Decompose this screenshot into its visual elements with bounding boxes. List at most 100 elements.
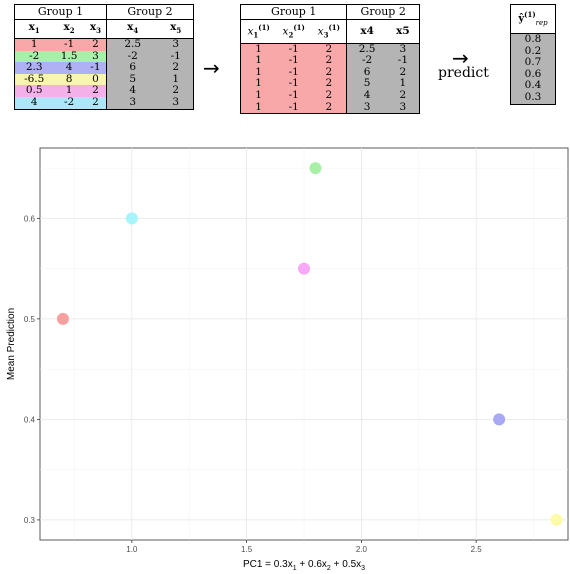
table-cell: 0.5 (14, 85, 54, 98)
group1-header: Group 1 (14, 4, 107, 20)
data-point (309, 162, 322, 175)
table-cell: 3 (84, 50, 107, 63)
table-cell: 1 (240, 101, 277, 114)
table-cell: -1 (276, 66, 312, 79)
x-tick-label: 2.0 (356, 545, 368, 554)
table-cell: 2 (311, 66, 347, 79)
prediction-value: 0.6 (510, 68, 556, 81)
table-cell: 3 (386, 101, 420, 114)
y-tick-label: 0.3 (24, 516, 36, 525)
table-cell: -2 (346, 55, 387, 67)
table-cell: 2.3 (14, 62, 54, 74)
table-row: 1 -1 2 3 3 (240, 101, 420, 114)
table-row: -2 1.5 3 -2 -1 (14, 50, 194, 63)
table-row: 2.3 4 -1 6 2 (14, 62, 194, 74)
table-cell: -1 (53, 38, 85, 51)
x-tick-label: 2.5 (471, 545, 483, 554)
data-point (493, 413, 506, 426)
column-header: x4 (106, 19, 159, 40)
data-point (298, 262, 310, 275)
table-cell: -1 (276, 78, 312, 90)
table-cell: 3 (106, 96, 159, 110)
prediction-value: 0.4 (510, 80, 556, 92)
table-cell: 5 (346, 78, 387, 90)
table-cell: -1 (276, 43, 312, 56)
table-cell: 3 (386, 43, 420, 56)
table-cell: -1 (84, 62, 107, 74)
table-cell: 1 (240, 66, 277, 79)
table-row: 1 -1 2 -2 -1 (240, 55, 420, 67)
group2-header: Group 2 (106, 4, 194, 20)
table-row: 1 -1 2 4 2 (240, 89, 420, 102)
table-cell: 5 (106, 73, 159, 86)
y-tick-label: 0.6 (24, 214, 36, 223)
table-cell: 4 (14, 96, 54, 110)
table-cell: 2 (84, 96, 107, 110)
predict-label: predict (438, 65, 489, 81)
prediction-header: ŷ(1)rep (510, 4, 556, 34)
table-cell: 4 (106, 85, 159, 98)
group1-header: Group 1 (240, 4, 347, 20)
table-cell: -6.5 (14, 73, 54, 86)
table-cell: 0 (84, 73, 107, 86)
table-cell: 2 (386, 89, 420, 102)
replicated-data-table: Group 1 Group 2 x1(1) x2(1) x3(1) x4 x5 … (240, 4, 420, 115)
y-tick-label: 0.4 (24, 415, 36, 424)
table-cell: 2 (84, 38, 107, 51)
group2-header: Group 2 (346, 4, 420, 20)
table-cell: -2 (53, 96, 85, 110)
table-cell: 1 (158, 73, 194, 86)
table-cell: 1 (240, 43, 277, 56)
column-header: x2(1) (276, 19, 312, 44)
column-header: x1(1) (240, 19, 277, 44)
table-cell: 4 (53, 62, 85, 74)
data-point (125, 212, 138, 225)
table-row: -6.5 8 0 5 1 (14, 73, 194, 86)
x-tick-label: 1.0 (126, 545, 138, 554)
table-cell: -1 (276, 101, 312, 114)
table-cell: 2 (311, 89, 347, 102)
y-tick-label: 0.5 (24, 315, 36, 324)
table-cell: -1 (158, 50, 194, 63)
arrow-right: → (452, 46, 469, 70)
table-cell: 3 (158, 96, 194, 110)
table-cell: 1 (240, 89, 277, 102)
table-cell: 3 (346, 101, 387, 114)
table-row: 1 -1 2 2.5 3 (14, 38, 194, 51)
table-cell: -2 (106, 50, 159, 63)
prediction-value: 0.2 (510, 45, 556, 58)
table-cell: 1 (240, 78, 277, 90)
table-row: 0.5 1 2 4 2 (14, 85, 194, 98)
table-cell: 1.5 (53, 50, 85, 63)
table-cell: 2 (158, 85, 194, 98)
y-axis-label: Mean Prediction (6, 308, 17, 380)
column-header: x4 (346, 19, 387, 44)
table-row: 4 -2 2 3 3 (14, 96, 194, 110)
table-cell: 6 (346, 66, 387, 79)
column-header: x3(1) (311, 19, 347, 44)
table-cell: 4 (346, 89, 387, 102)
original-data-table: Group 1 Group 2 x1 x2 x3 x4 x5 1 -1 2 2.… (14, 4, 194, 110)
table-cell: -1 (386, 55, 420, 67)
prediction-value: 0.7 (510, 57, 556, 69)
column-header: x3 (84, 19, 107, 40)
table-cell: 1 (386, 78, 420, 90)
table-row: 1 -1 2 6 2 (240, 66, 420, 79)
table-cell: 1 (53, 85, 85, 98)
table-cell: 2.5 (106, 38, 159, 51)
column-header: x2 (53, 19, 85, 40)
table-cell: -1 (276, 55, 312, 67)
table-cell: 2 (311, 101, 347, 114)
table-row: 1 -1 2 2.5 3 (240, 43, 420, 56)
table-cell: 2 (311, 78, 347, 90)
x-tick-label: 1.5 (241, 545, 253, 554)
x-axis-ticks: 1.0 1.5 2.0 2.5 (126, 540, 482, 554)
table-cell: 8 (53, 73, 85, 86)
prediction-value: 0.3 (510, 91, 556, 105)
table-cell: 2.5 (346, 43, 387, 56)
table-cell: -2 (14, 50, 54, 63)
column-header: x5 (158, 19, 194, 40)
prediction-table: ŷ(1)rep 0.8 0.2 0.7 0.6 0.4 0.3 (510, 4, 556, 105)
table-cell: -1 (276, 89, 312, 102)
table-cell: 1 (240, 55, 277, 67)
